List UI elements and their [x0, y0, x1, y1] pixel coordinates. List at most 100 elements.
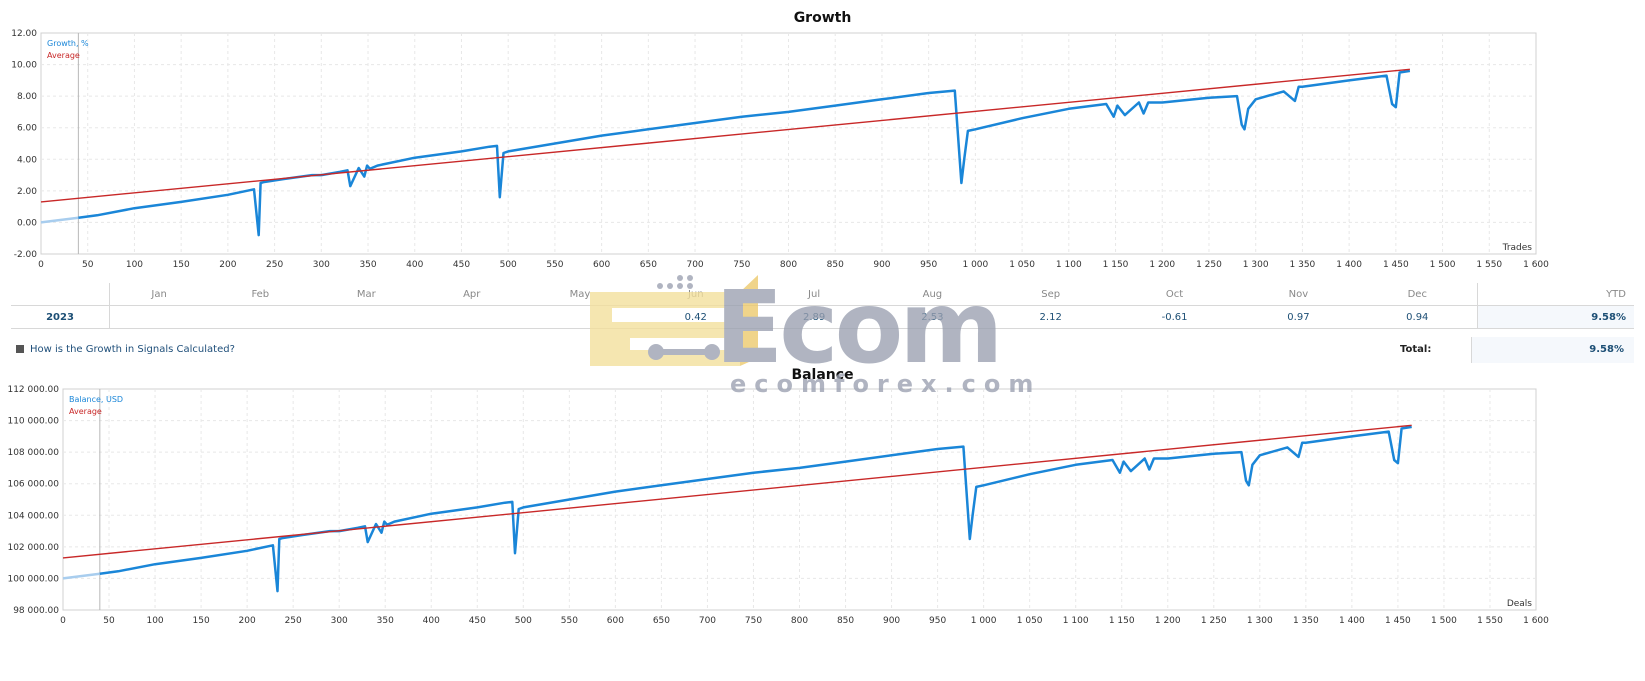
month-header-mar: Mar	[312, 283, 421, 306]
x-tick-label: 100	[126, 260, 143, 270]
series-line-initial-segment	[40, 216, 79, 224]
x-tick-label: 350	[359, 260, 376, 270]
month-value-jun: 0.42	[636, 305, 755, 329]
year-cell: 2023	[11, 305, 110, 329]
x-tick-label: 1 450	[1385, 616, 1411, 626]
y-tick-label: 8.00	[17, 92, 37, 102]
x-tick-label: 550	[546, 260, 563, 270]
help-link-text: How is the Growth in Signals Calculated?	[30, 344, 235, 355]
x-tick-label: 600	[593, 260, 610, 270]
x-tick-label: 300	[331, 616, 348, 626]
monthly-growth-table: Jan Feb Mar Apr May Jun Jul Aug Sep Oct …	[11, 283, 1634, 329]
y-tick-label: 102 000.00	[7, 543, 59, 553]
x-tick-label: 1 450	[1383, 260, 1409, 270]
y-tick-label: 106 000.00	[7, 480, 59, 490]
balance-chart-title: Balance	[791, 367, 854, 383]
x-tick-label: 1 250	[1201, 616, 1227, 626]
x-tick-label: 1 500	[1430, 260, 1456, 270]
month-header-oct: Oct	[1109, 283, 1240, 306]
x-tick-label: 500	[500, 260, 517, 270]
legend-entry-average: Average	[69, 407, 102, 416]
month-value-feb	[208, 305, 313, 329]
x-tick-label: 750	[733, 260, 750, 270]
growth-chart: 0 50 100 150 200 250 300 350 400 450 500 550 600 650 7…	[11, 29, 1549, 270]
x-tick-label: 200	[239, 616, 256, 626]
month-header-row: Jan Feb Mar Apr May Jun Jul Aug Sep Oct …	[11, 283, 1634, 306]
x-tick-label: 250	[266, 260, 283, 270]
series-line-average	[62, 424, 1412, 559]
x-tick-label: 1 500	[1431, 616, 1457, 626]
x-tick-label: 700	[699, 616, 716, 626]
y-tick-label: 104 000.00	[7, 511, 59, 521]
y-tick-label: 112 000.00	[7, 385, 59, 395]
x-tick-label: 100	[146, 616, 163, 626]
x-tick-label: 200	[219, 260, 236, 270]
x-tick-label: 1 150	[1103, 260, 1129, 270]
x-tick-label: 1 050	[1009, 260, 1035, 270]
month-value-nov: 0.97	[1239, 305, 1358, 329]
x-tick-label: 0	[60, 616, 66, 626]
ytd-header: YTD	[1477, 283, 1634, 306]
month-value-aug: 2.53	[873, 305, 992, 329]
x-tick-label: 1 300	[1243, 260, 1269, 270]
x-tick-label: 1 550	[1477, 616, 1503, 626]
help-icon	[16, 345, 24, 353]
x-tick-label: 400	[406, 260, 423, 270]
x-tick-label: 150	[193, 616, 210, 626]
x-tick-label: 800	[791, 616, 808, 626]
y-tick-label: 10.00	[11, 61, 37, 71]
x-tick-label: 850	[827, 260, 844, 270]
legend-entry-average: Average	[47, 51, 80, 60]
x-tick-label: 550	[561, 616, 578, 626]
month-header-jan: Jan	[109, 283, 209, 306]
month-header-jul: Jul	[754, 283, 874, 306]
y-tick-label: -2.00	[14, 250, 38, 260]
x-tick-label: 750	[745, 616, 762, 626]
x-tick-label: 900	[883, 616, 900, 626]
y-tick-label: 98 000.00	[13, 606, 59, 616]
x-axis-label: Deals	[1507, 599, 1532, 609]
x-tick-label: 1 250	[1196, 260, 1222, 270]
year-row-2023: 2023 0.42 2.89 2.53 2.12 -0.61 0.97 0.94…	[11, 305, 1634, 329]
x-tick-label: 150	[173, 260, 190, 270]
x-tick-label: 900	[873, 260, 890, 270]
total-label: Total:	[1400, 344, 1432, 355]
x-tick-label: 1 600	[1523, 616, 1549, 626]
x-tick-label: 800	[780, 260, 797, 270]
ytd-value: 9.58%	[1477, 305, 1634, 329]
x-tick-label: 450	[453, 260, 470, 270]
month-header-jun: Jun	[636, 283, 755, 306]
x-tick-label: 1 200	[1155, 616, 1181, 626]
month-value-mar	[312, 305, 421, 329]
x-tick-label: 1 300	[1247, 616, 1273, 626]
series-line-initial-segment	[62, 572, 100, 580]
month-value-apr	[420, 305, 524, 329]
y-tick-label: 4.00	[17, 155, 37, 165]
series-line-average	[40, 68, 1410, 203]
x-tick-label: 1 350	[1293, 616, 1319, 626]
x-tick-label: 950	[929, 616, 946, 626]
x-tick-label: 1 100	[1063, 616, 1089, 626]
month-header-nov: Nov	[1239, 283, 1358, 306]
month-value-dec: 0.94	[1357, 305, 1478, 329]
month-value-oct: -0.61	[1109, 305, 1240, 329]
x-tick-label: 1 200	[1149, 260, 1175, 270]
month-value-may	[523, 305, 637, 329]
y-tick-label: 12.00	[11, 29, 37, 39]
x-tick-label: 700	[686, 260, 703, 270]
x-tick-label: 650	[640, 260, 657, 270]
x-tick-label: 50	[103, 616, 115, 626]
x-tick-label: 1 400	[1339, 616, 1365, 626]
x-tick-label: 1 000	[971, 616, 997, 626]
y-tick-label: 0.00	[17, 218, 37, 228]
y-tick-label: 108 000.00	[7, 448, 59, 458]
x-tick-label: 650	[653, 616, 670, 626]
year-header-cell	[11, 283, 110, 306]
month-header-apr: Apr	[420, 283, 524, 306]
month-header-sep: Sep	[991, 283, 1110, 306]
growth-calculation-help-link[interactable]: How is the Growth in Signals Calculated?	[16, 344, 235, 355]
x-tick-label: 250	[285, 616, 302, 626]
y-tick-label: 110 000.00	[7, 417, 59, 427]
x-tick-label: 0	[38, 260, 44, 270]
x-tick-label: 500	[515, 616, 532, 626]
